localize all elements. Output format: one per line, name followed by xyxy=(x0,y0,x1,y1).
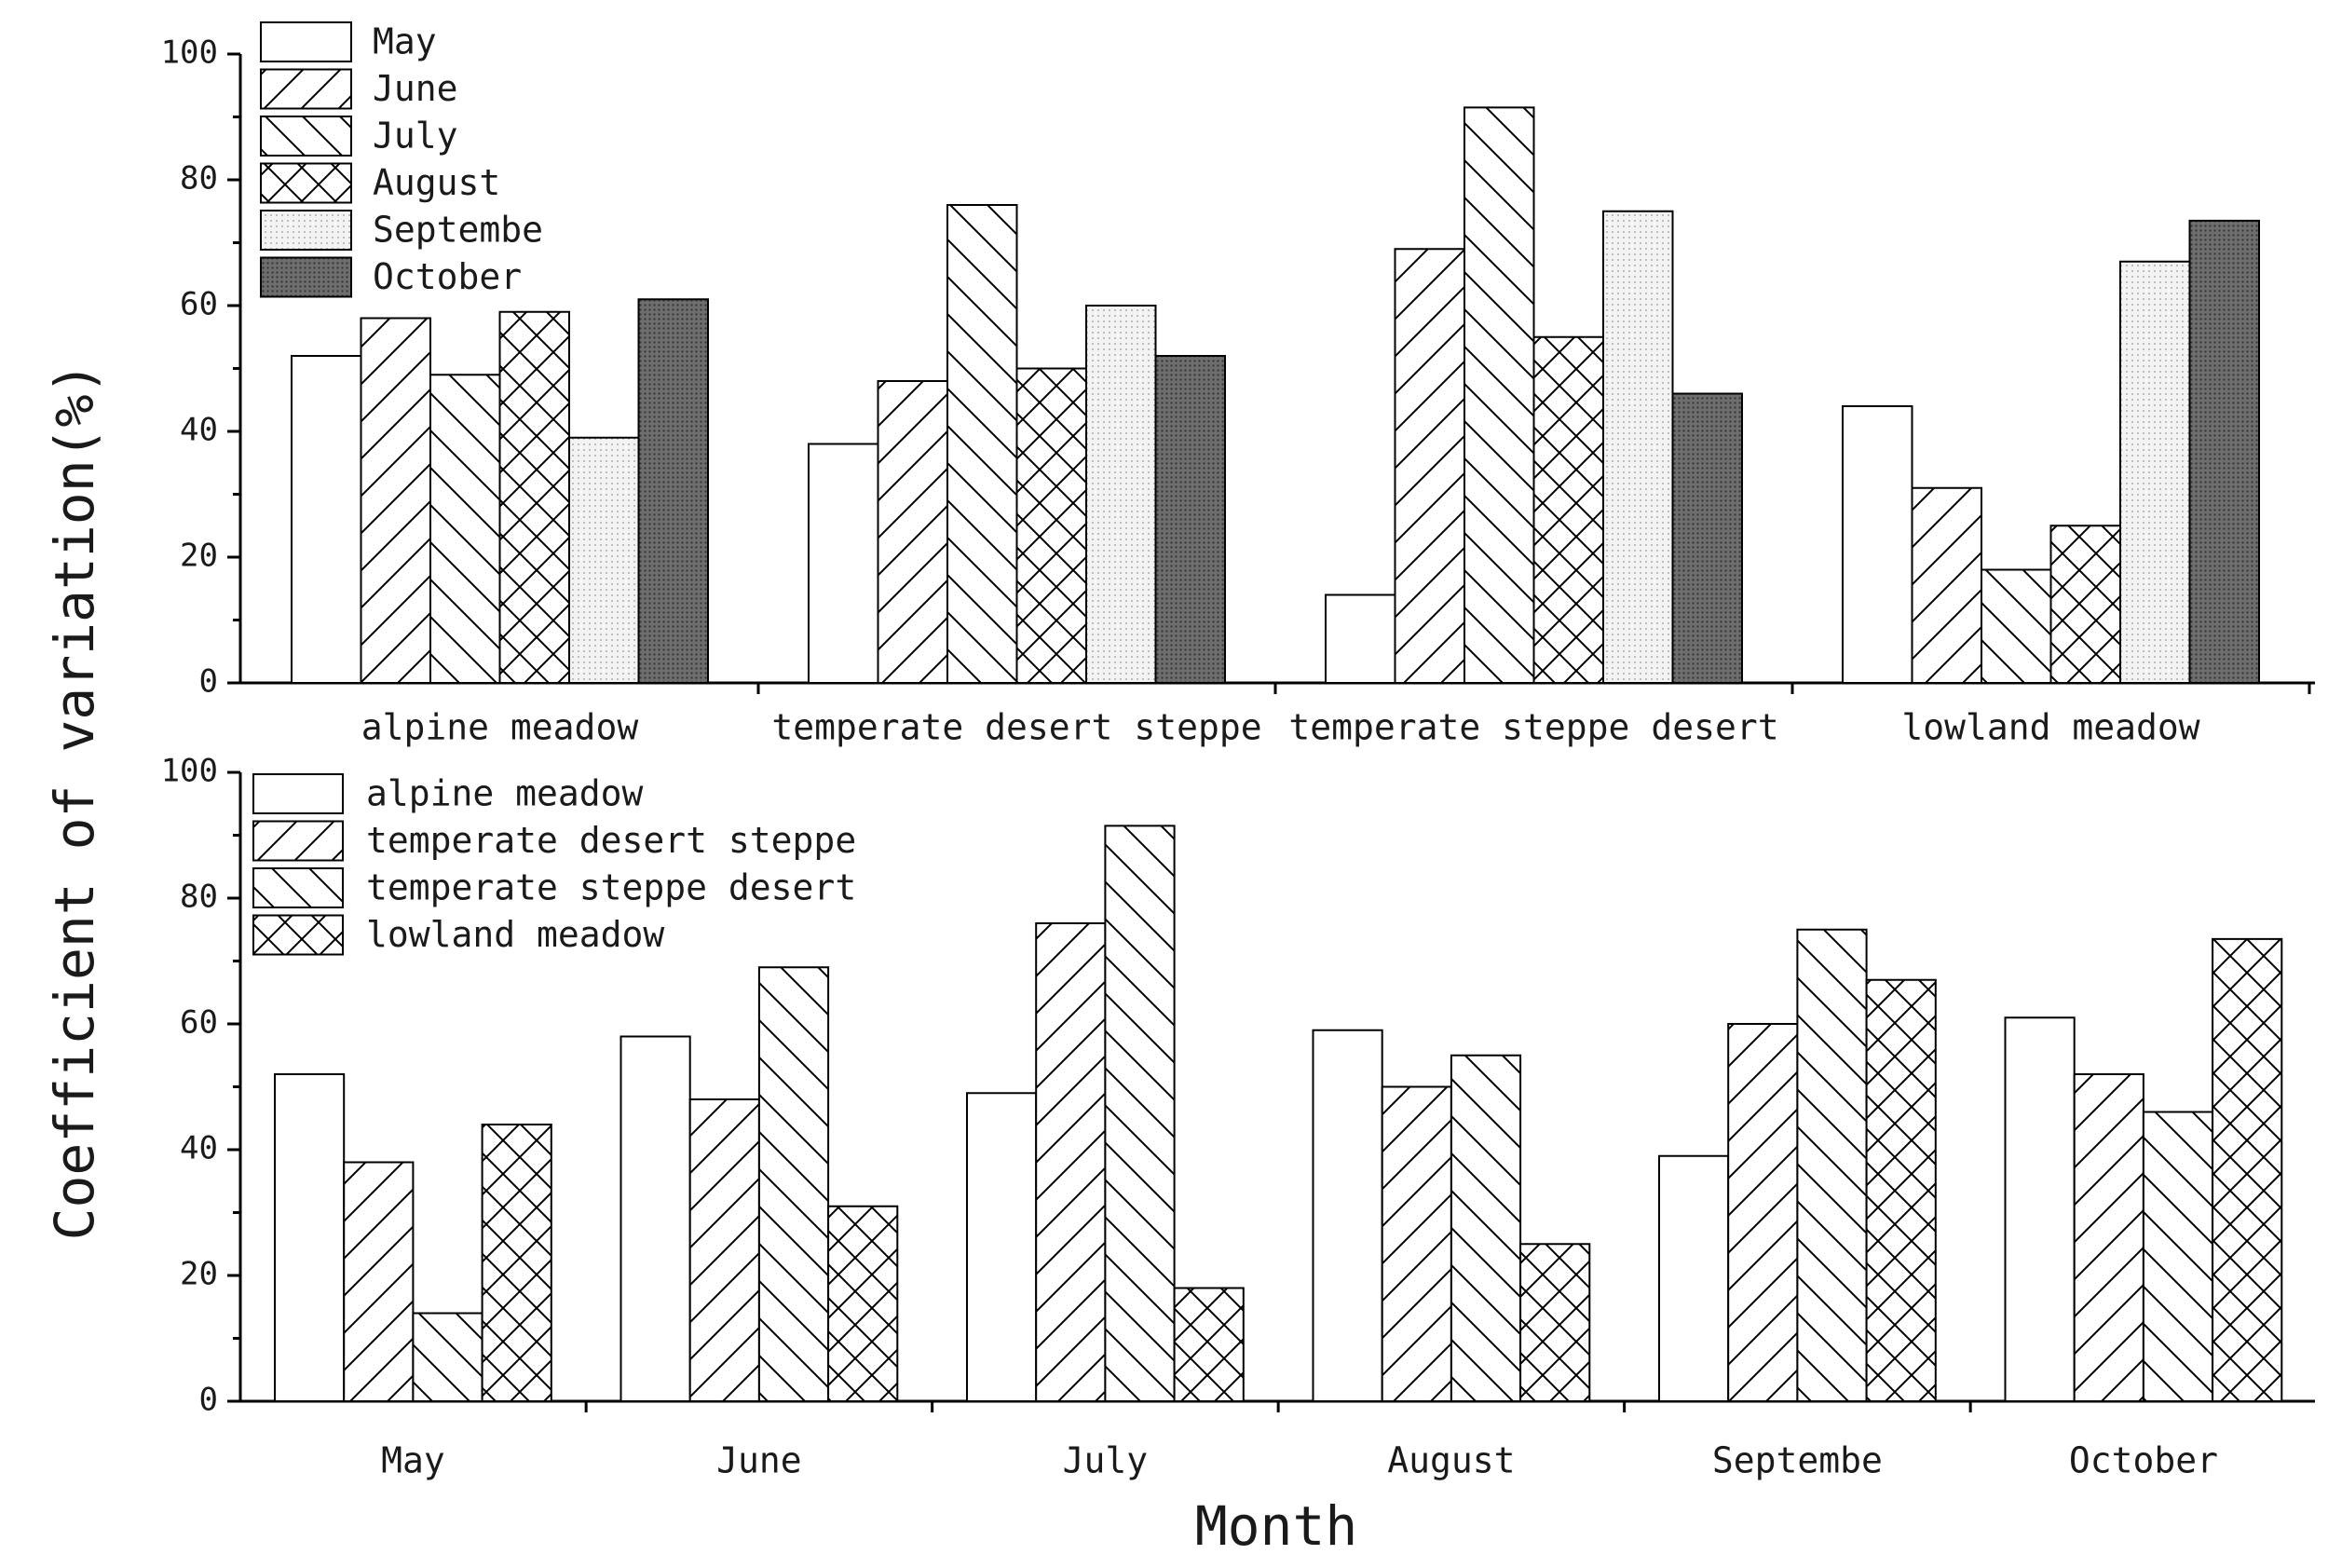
bar-lowland-meadow-june xyxy=(1911,486,1982,684)
legend-swatch-temperate-steppe-desert xyxy=(252,867,344,908)
legend-label-temperate-desert-steppe: temperate desert steppe xyxy=(366,820,856,861)
bar-temperate-desert-steppe-june xyxy=(877,380,948,684)
bar-may-lowland-meadow xyxy=(481,1124,552,1402)
bar-may-temperate-desert-steppe xyxy=(343,1161,415,1402)
legend-swatch-august xyxy=(260,162,352,204)
bar-alpine-meadow-october xyxy=(637,298,709,684)
bar-temperate-desert-steppe-july xyxy=(946,204,1018,684)
y-axis-title: Coefficient of variation(%) xyxy=(43,362,106,1241)
legend-swatch-temperate-desert-steppe xyxy=(252,820,344,862)
legend-swatch-october xyxy=(260,256,352,298)
y-tick-label: 20 xyxy=(180,1256,218,1293)
x-tick-label-lowland-meadow: lowland meadow xyxy=(1901,707,2199,748)
legend-label-septembe: Septembe xyxy=(373,210,543,251)
bar-october-temperate-desert-steppe xyxy=(2073,1073,2144,1402)
bar-august-alpine-meadow xyxy=(1312,1029,1383,1402)
x-tick-label-october: October xyxy=(2069,1440,2218,1481)
y-tick-label: 80 xyxy=(180,160,218,198)
bar-october-temperate-steppe-desert xyxy=(2142,1111,2214,1402)
legend-label-june: June xyxy=(373,68,458,109)
y-tick-label: 100 xyxy=(161,753,218,790)
x-tick-label-may: May xyxy=(381,1440,445,1481)
bar-june-temperate-steppe-desert xyxy=(757,966,830,1402)
chart-top-by-grassland-type: 0 20 40 60 80 100 alpine meadow temperate deser… xyxy=(161,21,2315,748)
bar-lowland-meadow-august xyxy=(2049,525,2121,684)
bar-alpine-meadow-august xyxy=(498,310,570,684)
bar-temperate-desert-steppe-may xyxy=(808,443,879,684)
legend-label-alpine-meadow: alpine meadow xyxy=(366,773,644,814)
legend-swatch-june xyxy=(260,68,352,110)
bar-october-alpine-meadow xyxy=(2004,1016,2076,1402)
bar-lowland-meadow-septembe xyxy=(2119,260,2191,684)
bar-july-temperate-desert-steppe xyxy=(1035,922,1107,1402)
legend-label-temperate-steppe-desert: temperate steppe desert xyxy=(366,867,856,908)
bar-temperate-steppe-desert-septembe xyxy=(1602,210,1674,684)
legend-swatch-septembe xyxy=(260,210,352,251)
bar-july-alpine-meadow xyxy=(966,1092,1038,1402)
bar-july-lowland-meadow xyxy=(1173,1287,1245,1402)
y-tick-label: 40 xyxy=(180,412,218,449)
bar-lowland-meadow-october xyxy=(2188,219,2260,684)
legend-swatch-may xyxy=(260,21,352,62)
bar-septembe-lowland-meadow xyxy=(1865,978,1937,1402)
bar-temperate-desert-steppe-august xyxy=(1015,367,1087,684)
x-tick-label-temperate-steppe-desert: temperate steppe desert xyxy=(1288,707,1778,748)
legend-swatch-july xyxy=(260,116,352,157)
bar-may-alpine-meadow xyxy=(274,1073,346,1402)
bar-june-temperate-desert-steppe xyxy=(688,1098,760,1402)
bar-temperate-steppe-desert-august xyxy=(1532,335,1604,684)
bar-august-temperate-desert-steppe xyxy=(1381,1085,1452,1402)
y-tick-label: 60 xyxy=(180,1004,218,1042)
bar-october-lowland-meadow xyxy=(2212,937,2283,1402)
x-tick-label-septembe: Septembe xyxy=(1712,1440,1883,1481)
y-tick-label: 0 xyxy=(199,1382,218,1419)
bar-lowland-meadow-july xyxy=(1981,568,2052,684)
bar-temperate-steppe-desert-october xyxy=(1671,392,1743,684)
x-tick-label-alpine-meadow: alpine meadow xyxy=(361,707,639,748)
legend-label-july: July xyxy=(373,116,458,157)
y-tick-label: 0 xyxy=(199,663,218,701)
y-tick-label: 40 xyxy=(180,1130,218,1167)
legend-label-lowland-meadow: lowland meadow xyxy=(366,914,664,955)
bar-temperate-desert-steppe-october xyxy=(1154,355,1226,684)
y-tick-label: 60 xyxy=(180,286,218,323)
bar-may-temperate-steppe-desert xyxy=(412,1312,483,1402)
x-tick-label-july: July xyxy=(1063,1440,1149,1481)
legend-swatch-lowland-meadow xyxy=(252,914,344,956)
y-tick-label: 100 xyxy=(161,34,218,72)
chart-bottom-by-month: 0 20 40 60 80 100 May June July August Septembe Oct… xyxy=(161,753,2315,1481)
bar-june-lowland-meadow xyxy=(827,1205,899,1402)
legend: alpine meadow temperate desert steppe temp… xyxy=(252,773,856,956)
bar-june-alpine-meadow xyxy=(619,1035,691,1402)
y-tick-label: 20 xyxy=(180,538,218,575)
bar-septembe-temperate-desert-steppe xyxy=(1727,1023,1799,1402)
bar-august-lowland-meadow xyxy=(1519,1243,1591,1402)
x-tick-label-temperate-desert-steppe: temperate desert steppe xyxy=(771,707,1261,748)
legend-label-august: August xyxy=(373,162,500,203)
y-tick-label: 80 xyxy=(180,879,218,916)
bar-alpine-meadow-july xyxy=(429,374,501,684)
bar-septembe-alpine-meadow xyxy=(1658,1154,1730,1402)
bar-july-temperate-steppe-desert xyxy=(1104,825,1176,1402)
bar-temperate-desert-steppe-septembe xyxy=(1085,305,1157,684)
legend-label-may: May xyxy=(373,21,437,62)
x-tick-label-august: August xyxy=(1387,1440,1515,1481)
bar-alpine-meadow-may xyxy=(291,355,362,684)
x-tick-label-june: June xyxy=(716,1440,802,1481)
bar-septembe-temperate-steppe-desert xyxy=(1796,928,1868,1402)
bar-alpine-meadow-septembe xyxy=(568,436,640,684)
bar-august-temperate-steppe-desert xyxy=(1450,1054,1522,1402)
bar-temperate-steppe-desert-july xyxy=(1464,106,1535,684)
bar-temperate-steppe-desert-june xyxy=(1394,248,1465,684)
legend: May June July August Septembe October xyxy=(260,21,543,298)
legend-label-october: October xyxy=(373,256,522,297)
bar-alpine-meadow-june xyxy=(360,317,431,684)
legend-swatch-alpine-meadow xyxy=(252,773,344,814)
bar-temperate-steppe-desert-may xyxy=(1325,593,1396,684)
x-axis-title: Month xyxy=(1195,1494,1358,1558)
bar-lowland-meadow-may xyxy=(1842,405,1913,684)
